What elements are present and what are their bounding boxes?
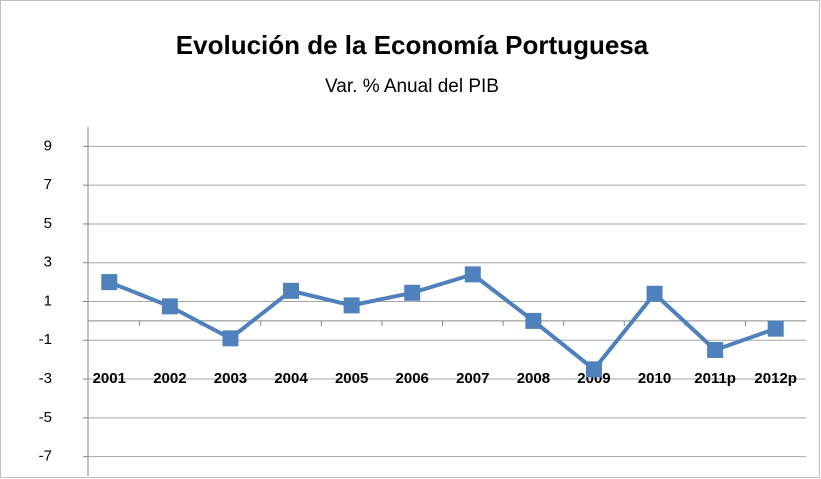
marker [707,341,724,358]
x-tick-label: 2001 [93,370,126,387]
marker [101,274,118,291]
x-tick-label: 2004 [274,370,308,387]
y-tick-label: 7 [44,176,52,193]
x-tick-label: 2003 [214,370,247,387]
marker [464,266,481,283]
marker [222,330,239,347]
y-tick-label: 5 [44,215,52,232]
y-tick-label: 9 [44,137,52,154]
x-tick-label: 2005 [335,370,368,387]
x-tick-label: 2011p [694,370,736,387]
series-line [108,272,777,372]
x-tick-label: 2008 [517,370,550,387]
marker [343,297,360,314]
marker [283,282,300,299]
marker [767,320,784,337]
marker [525,312,542,329]
x-tick-label: 2010 [638,370,671,387]
x-tick-label: 2007 [456,370,489,387]
marker [404,284,421,301]
x-tick-label: 2012p [754,370,797,387]
y-tick-label: 3 [44,254,52,271]
marker [585,361,602,378]
chart-title: Evolución de la Economía Portuguesa [176,30,649,60]
marker [161,298,178,315]
marker [646,285,663,302]
chart-subtitle: Var. % Anual del PIB [325,76,499,97]
x-tick-label: 2009 [577,370,610,387]
x-tick-label: 2006 [396,370,429,387]
y-tick-label: -7 [39,448,52,465]
x-tick-label: 2002 [153,370,186,387]
y-tick-label: -3 [39,370,52,387]
y-tick-label: -1 [39,331,52,348]
y-tick-label: -5 [39,409,52,426]
y-tick-label: 1 [44,292,52,309]
